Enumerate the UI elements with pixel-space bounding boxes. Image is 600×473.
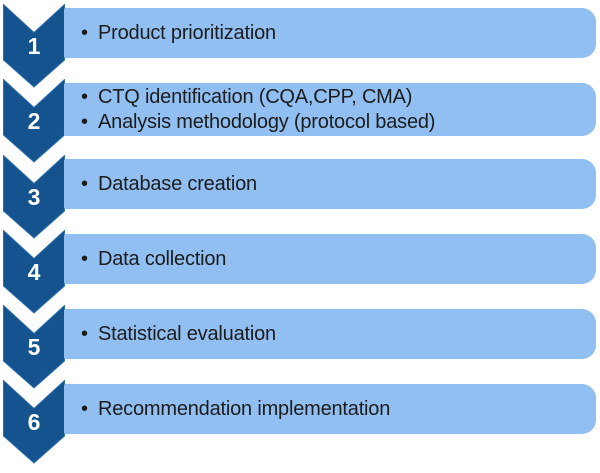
step-number: 4 (27, 259, 41, 285)
bullet-item: • Statistical evaluation (81, 322, 596, 347)
step-row-6: 6 • Recommendation implementation (0, 380, 600, 464)
step-number: 5 (27, 334, 41, 360)
bullet-icon: • (81, 322, 89, 345)
bullet-item: • Analysis methodology (protocol based) (81, 110, 596, 135)
step-text: Product prioritization (98, 21, 276, 44)
chevron-down-icon (3, 155, 65, 239)
step-text: Statistical evaluation (98, 322, 276, 345)
bullet-item: • Product prioritization (81, 21, 596, 46)
step-row-2: 2 • CTQ identification (CQA,CPP, CMA) • … (0, 79, 600, 163)
step-box: • Database creation (64, 159, 596, 209)
step-row-1: 1 • Product prioritization (0, 4, 600, 88)
step-box: • Recommendation implementation (64, 384, 596, 434)
bullet-item: • CTQ identification (CQA,CPP, CMA) (81, 85, 596, 110)
chevron-down-icon (3, 380, 65, 464)
step-box: • CTQ identification (CQA,CPP, CMA) • An… (64, 83, 596, 136)
step-row-4: 4 • Data collection (0, 230, 600, 314)
step-text: Analysis methodology (protocol based) (98, 110, 436, 133)
step-box: • Product prioritization (64, 8, 596, 58)
bullet-icon: • (81, 21, 89, 44)
step-number: 6 (27, 409, 41, 435)
bullet-icon: • (81, 110, 89, 133)
step-row-3: 3 • Database creation (0, 155, 600, 239)
step-text: Data collection (98, 247, 227, 270)
chevron-down-icon (3, 230, 65, 314)
bullet-icon: • (81, 172, 89, 195)
step-number: 2 (27, 108, 41, 134)
step-row-5: 5 • Statistical evaluation (0, 305, 600, 389)
bullet-item: • Data collection (81, 247, 596, 272)
bullet-item: • Database creation (81, 172, 596, 197)
step-number: 3 (27, 184, 41, 210)
step-text: Recommendation implementation (98, 397, 391, 420)
chevron-down-icon (3, 4, 65, 88)
step-text: CTQ identification (CQA,CPP, CMA) (98, 85, 413, 108)
bullet-item: • Recommendation implementation (81, 397, 596, 422)
step-box: • Data collection (64, 234, 596, 284)
bullet-icon: • (81, 247, 89, 270)
chevron-down-icon (3, 305, 65, 389)
bullet-icon: • (81, 397, 89, 420)
step-text: Database creation (98, 172, 257, 195)
bullet-icon: • (81, 85, 89, 108)
step-box: • Statistical evaluation (64, 309, 596, 359)
step-number: 1 (27, 33, 41, 59)
